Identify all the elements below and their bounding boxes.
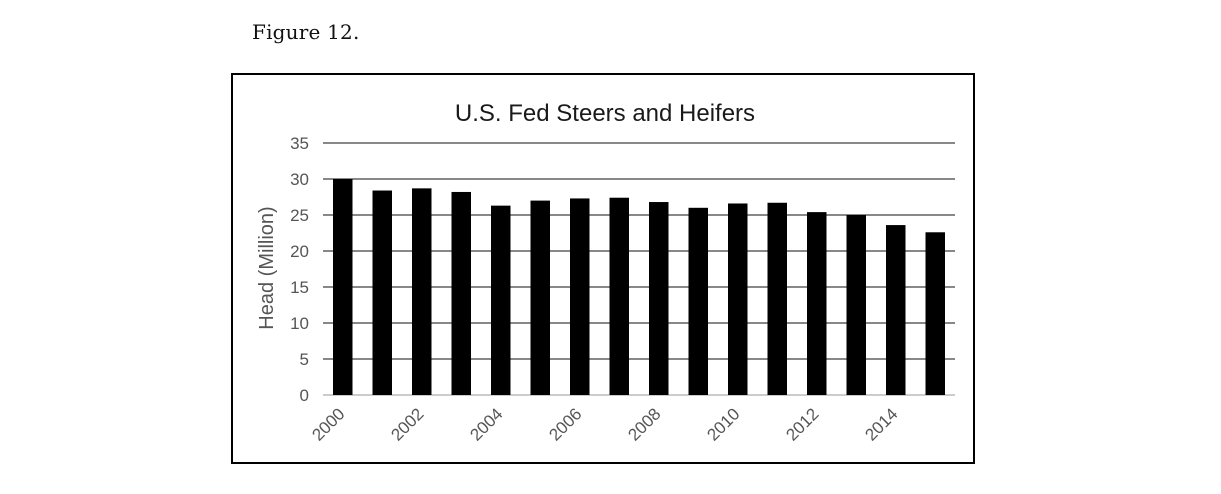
x-tick-label: 2010: [703, 404, 743, 444]
y-tick-label: 35: [290, 134, 309, 153]
x-tick-label: 2012: [782, 404, 822, 444]
y-tick-label: 10: [290, 314, 309, 333]
x-tick-label: 2006: [545, 404, 585, 444]
bar-2014: [886, 225, 906, 395]
y-tick-label: 5: [300, 350, 309, 369]
bar-2007: [609, 197, 629, 395]
bars: [333, 179, 945, 395]
bar-2013: [846, 215, 866, 395]
bar-2010: [728, 203, 748, 395]
bar-2003: [451, 191, 471, 395]
y-tick-label: 15: [290, 278, 309, 297]
x-tick-label: 2004: [466, 404, 506, 444]
bar-2001: [372, 190, 392, 395]
x-tick-label: 2008: [624, 404, 664, 444]
bar-2015: [925, 232, 945, 395]
bar-2000: [333, 179, 353, 395]
figure-label: Figure 12.: [252, 20, 360, 44]
y-tick-label: 0: [300, 386, 309, 405]
bar-2004: [491, 205, 511, 395]
bar-2009: [688, 207, 708, 395]
x-tick-labels: 2000 2002 2004 2006 2008 2010 2012 2014: [308, 404, 901, 444]
bar-2011: [767, 202, 787, 395]
bar-2008: [649, 202, 669, 395]
chart-title: U.S. Fed Steers and Heifers: [455, 100, 755, 127]
y-tick-label: 20: [290, 242, 309, 261]
bar-2002: [412, 188, 432, 395]
bar-2012: [807, 212, 827, 395]
chart-frame: 0 5 10 15 20 25 30 35 2000 2002 2004 2006 2008 2010 2…: [231, 73, 975, 464]
x-tick-label: 2014: [861, 404, 901, 444]
y-tick-label: 30: [290, 170, 309, 189]
bar-2005: [530, 200, 550, 395]
x-tick-label: 2000: [308, 404, 348, 444]
y-tick-labels: 0 5 10 15 20 25 30 35: [290, 134, 309, 405]
y-axis-label: Head (Million): [256, 206, 278, 329]
bar-2006: [570, 198, 590, 395]
x-tick-label: 2002: [387, 404, 427, 444]
y-tick-label: 25: [290, 206, 309, 225]
